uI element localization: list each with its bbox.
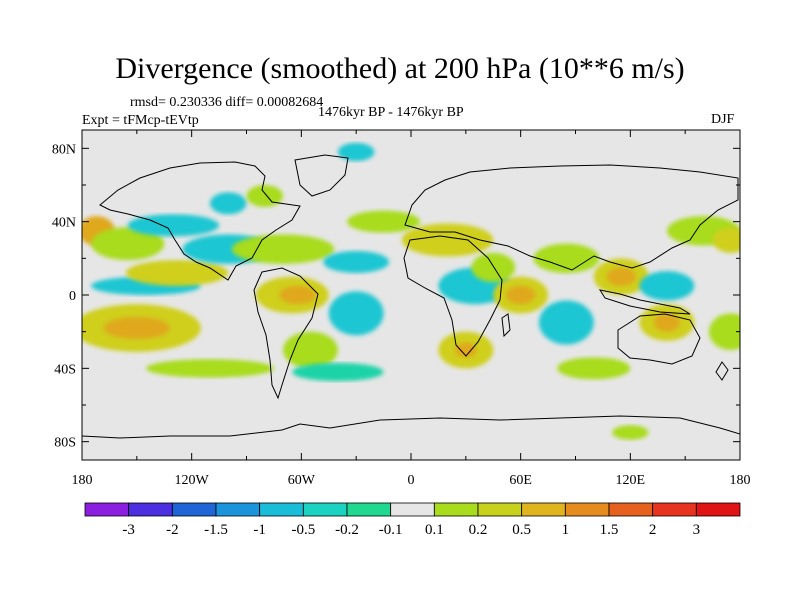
colorbar-label: -3 bbox=[122, 522, 135, 538]
divergence-region-4 bbox=[103, 317, 170, 339]
colorbar-swatch bbox=[346, 502, 392, 517]
lat-tick-label: 80N bbox=[52, 142, 76, 157]
colorbar-swatch bbox=[259, 502, 304, 517]
colorbar-label: -0.2 bbox=[335, 522, 359, 538]
colorbar-swatch bbox=[84, 502, 130, 517]
colorbar-label: 2 bbox=[649, 522, 657, 538]
longitude-axis: 180 120W 60W 0 60E 120E 180 bbox=[72, 130, 751, 488]
divergence-region-1 bbox=[91, 227, 165, 261]
divergence-region-6 bbox=[125, 260, 229, 286]
lon-tick-label: 180 bbox=[72, 473, 93, 488]
colorbar-label: -0.5 bbox=[291, 522, 315, 538]
divergence-region-15 bbox=[323, 251, 390, 273]
eurasia-coastline bbox=[404, 164, 739, 271]
divergence-region-7 bbox=[209, 192, 247, 215]
plot-title: Divergence (smoothed) at 200 hPa (10**6 … bbox=[115, 52, 685, 85]
colorbar-label: -2 bbox=[166, 522, 179, 538]
divergence-region-8 bbox=[246, 185, 284, 207]
period-text: 1476kyr BP - 1476kyr BP bbox=[318, 105, 464, 120]
south-america-coastline bbox=[253, 267, 319, 400]
madagascar-coastline bbox=[501, 313, 511, 338]
divergence-region-37 bbox=[292, 362, 384, 382]
divergence-region-16 bbox=[347, 210, 421, 233]
colorbar-swatch bbox=[128, 502, 173, 517]
colorbar-swatch bbox=[477, 502, 523, 517]
lat-tick-label: 0 bbox=[69, 289, 76, 304]
colorbar-label: 1 bbox=[562, 522, 570, 538]
colorbar-label: 1.5 bbox=[600, 522, 619, 538]
north-america-coastline bbox=[99, 161, 301, 281]
maritime-continent-coastline bbox=[598, 289, 691, 315]
divergence-region-29 bbox=[639, 271, 695, 301]
lat-tick-label: 80S bbox=[54, 436, 76, 451]
divergence-region-33 bbox=[712, 227, 740, 253]
greenland-coastline bbox=[294, 154, 349, 197]
colorbar-swatch bbox=[695, 502, 741, 517]
australia-coastline bbox=[617, 313, 701, 365]
lon-tick-label: 0 bbox=[408, 473, 415, 488]
colorbar-label: 0.5 bbox=[512, 522, 531, 538]
lon-tick-label: 180 bbox=[730, 473, 751, 488]
divergence-region-28 bbox=[606, 267, 636, 286]
new-zealand-coastline bbox=[715, 361, 729, 381]
divergence-region-34 bbox=[708, 313, 740, 350]
colorbar-label: -1 bbox=[253, 522, 266, 538]
map-background bbox=[82, 130, 740, 460]
colorbar-label: 3 bbox=[693, 522, 701, 538]
divergence-region-38 bbox=[612, 425, 649, 440]
latitude-axis: 80N 40N 0 40S 80S bbox=[52, 142, 740, 451]
colorbar-swatch bbox=[171, 502, 217, 517]
lon-tick-label: 60E bbox=[509, 473, 532, 488]
colorbar-swatch bbox=[390, 502, 435, 517]
divergence-region-31 bbox=[654, 313, 680, 332]
colorbar-swatch bbox=[608, 502, 654, 517]
divergence-region-25 bbox=[538, 300, 594, 345]
season-text: DJF bbox=[711, 112, 735, 127]
colorbar-label: 0.1 bbox=[425, 522, 444, 538]
lat-tick-label: 40N bbox=[52, 216, 76, 231]
lon-tick-label: 120W bbox=[175, 473, 210, 488]
colorbar-swatch bbox=[521, 502, 566, 517]
antarctica-coastline bbox=[82, 415, 740, 439]
divergence-region-12 bbox=[279, 285, 316, 305]
lon-tick-label: 60W bbox=[288, 473, 316, 488]
divergence-region-20 bbox=[471, 252, 516, 283]
stats-text: rmsd= 0.230336 diff= 0.00082684 bbox=[130, 95, 324, 110]
colorbar-swatch bbox=[652, 502, 697, 517]
colorbar-swatch bbox=[433, 502, 479, 517]
divergence-region-18 bbox=[401, 223, 494, 257]
colorbar-swatch bbox=[564, 502, 610, 517]
experiment-text: Expt = tFMcp-tEVtp bbox=[82, 113, 199, 128]
colorbar-swatch bbox=[302, 502, 348, 517]
divergence-region-10 bbox=[231, 234, 335, 264]
divergence-region-26 bbox=[533, 243, 600, 273]
colorbar-label: 0.2 bbox=[469, 522, 488, 538]
colorbar-label: -1.5 bbox=[204, 522, 228, 538]
divergence-region-17 bbox=[337, 142, 375, 162]
colorbar: -3 -2 -1.5 -1 -0.5 -0.2 -0.1 0.1 0.2 0.5 1 1.5 2 3 bbox=[84, 502, 741, 538]
divergence-region-36 bbox=[145, 359, 274, 378]
divergence-region-22 bbox=[506, 285, 536, 305]
colorbar-label: -0.1 bbox=[379, 522, 403, 538]
divergence-region-14 bbox=[328, 291, 384, 336]
lon-tick-label: 120E bbox=[616, 473, 646, 488]
lat-tick-label: 40S bbox=[54, 362, 76, 377]
divergence-region-24 bbox=[454, 342, 477, 358]
africa-coastline bbox=[403, 235, 503, 357]
colorbar-swatch bbox=[215, 502, 261, 517]
coastlines bbox=[82, 154, 740, 439]
divergence-region-13 bbox=[283, 331, 338, 369]
divergence-region-35 bbox=[557, 357, 631, 380]
